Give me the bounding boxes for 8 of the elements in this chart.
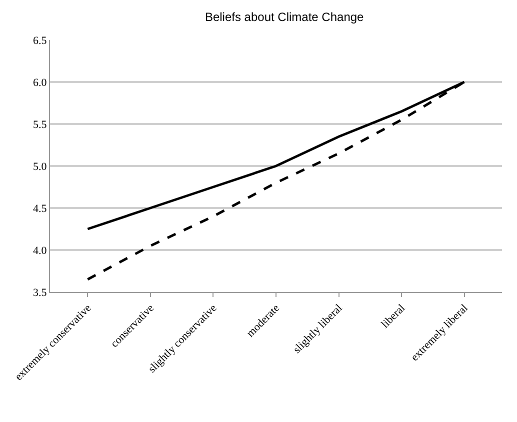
y-tick-label: 6.0 xyxy=(33,76,48,89)
y-tick-label: 4.0 xyxy=(33,244,48,257)
y-tick-label: 3.5 xyxy=(33,286,48,299)
chart-title: Beliefs about Climate Change xyxy=(204,10,364,24)
y-tick-label: 4.5 xyxy=(33,202,48,215)
y-tick-label: 5.5 xyxy=(33,118,48,131)
y-tick-label: 5.0 xyxy=(33,160,48,173)
y-tick-label: 6.5 xyxy=(33,34,48,47)
